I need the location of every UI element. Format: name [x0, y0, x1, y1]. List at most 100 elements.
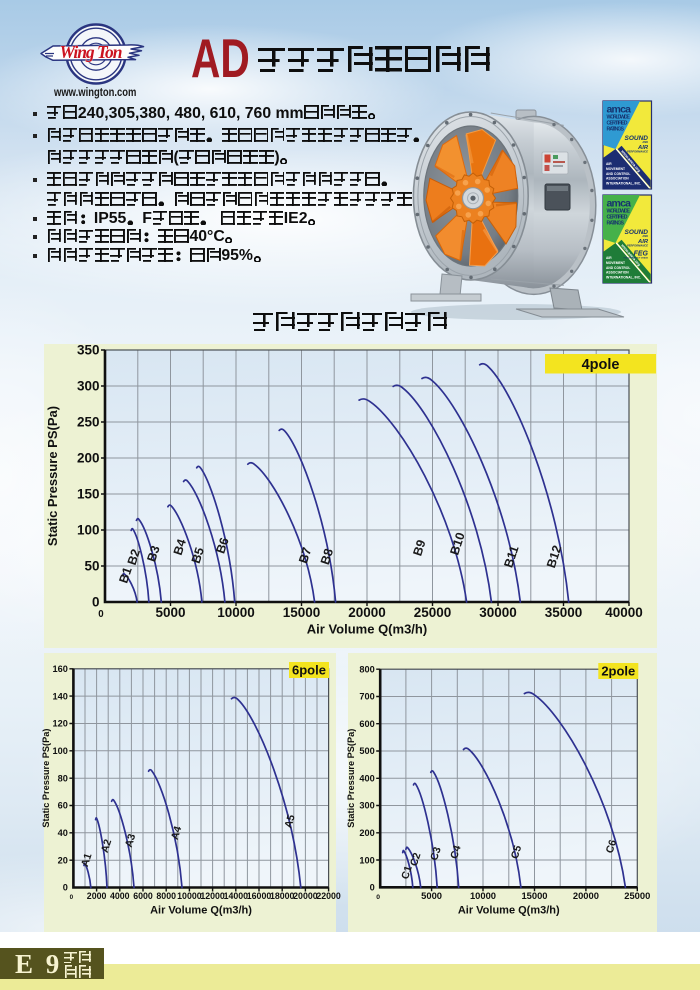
svg-text:C4: C4: [448, 844, 464, 861]
svg-text:6pole: 6pole: [292, 663, 326, 678]
svg-text:C1: C1: [399, 864, 415, 881]
svg-text:0: 0: [376, 894, 380, 901]
svg-text:FEG: FEG: [634, 251, 649, 258]
svg-text:Static Pressure PS(Pa): Static Pressure PS(Pa): [41, 729, 51, 828]
svg-text:Air Volume Q(m3/h): Air Volume Q(m3/h): [150, 905, 252, 917]
svg-text:700: 700: [359, 692, 374, 702]
svg-text:8000: 8000: [156, 891, 176, 901]
svg-text:15000: 15000: [283, 605, 321, 620]
svg-text:600: 600: [359, 719, 374, 729]
svg-text:INTERNATIONAL, INC.: INTERNATIONAL, INC.: [606, 276, 641, 280]
svg-text:INTERNATIONAL, INC.: INTERNATIONAL, INC.: [606, 182, 641, 186]
svg-text:B3: B3: [144, 544, 162, 564]
svg-text:500: 500: [359, 746, 374, 756]
svg-text:Air Volume Q(m3/h): Air Volume Q(m3/h): [458, 904, 560, 916]
svg-text:0: 0: [63, 883, 68, 893]
svg-text:ASSOCIATION: ASSOCIATION: [606, 177, 629, 181]
svg-text:0: 0: [370, 883, 375, 893]
svg-text:6000: 6000: [133, 891, 153, 901]
svg-text:12000: 12000: [200, 891, 225, 901]
svg-text:800: 800: [359, 664, 374, 674]
svg-text:100: 100: [77, 523, 100, 538]
svg-text:150: 150: [77, 487, 100, 502]
svg-text:PERFORMANCE: PERFORMANCE: [627, 243, 648, 247]
svg-text:80: 80: [58, 773, 68, 783]
svg-text:A2: A2: [99, 838, 115, 855]
svg-text:A5: A5: [282, 813, 298, 830]
svg-text:C6: C6: [604, 838, 620, 855]
svg-text:5000: 5000: [155, 605, 185, 620]
svg-text:22000: 22000: [316, 891, 341, 901]
svg-text:2000: 2000: [87, 891, 107, 901]
svg-text:AIR: AIR: [606, 162, 612, 166]
svg-text:B10: B10: [447, 531, 467, 557]
svg-text:ASSOCIATION: ASSOCIATION: [606, 271, 629, 275]
svg-text:18000: 18000: [270, 891, 295, 901]
svg-text:A1: A1: [79, 852, 95, 869]
svg-text:140: 140: [53, 691, 68, 701]
svg-text:50: 50: [84, 559, 99, 574]
svg-text:2pole: 2pole: [601, 664, 635, 679]
svg-text:amca: amca: [607, 104, 632, 116]
svg-text:20000: 20000: [573, 890, 599, 901]
svg-text:40: 40: [58, 828, 68, 838]
svg-text:B5: B5: [189, 546, 207, 566]
svg-text:RATINGS: RATINGS: [607, 221, 625, 227]
svg-text:C5: C5: [509, 844, 525, 861]
svg-text:PERFORMANCE: PERFORMANCE: [627, 149, 648, 153]
svg-text:B9: B9: [410, 538, 428, 558]
svg-text:B4: B4: [171, 537, 189, 557]
svg-text:B11: B11: [501, 544, 521, 570]
svg-text:160: 160: [53, 664, 68, 674]
svg-text:16000: 16000: [247, 891, 272, 901]
svg-text:0: 0: [92, 595, 100, 610]
svg-text:amca: amca: [607, 198, 632, 210]
svg-text:20: 20: [58, 855, 68, 865]
svg-text:60: 60: [58, 801, 68, 811]
svg-text:B12: B12: [544, 544, 564, 570]
svg-text:200: 200: [77, 451, 100, 466]
svg-text:40000: 40000: [605, 605, 643, 620]
svg-text:CERTIFIED: CERTIFIED: [607, 121, 628, 127]
svg-text:15000: 15000: [521, 890, 547, 901]
svg-text:4000: 4000: [110, 891, 130, 901]
svg-text:10000: 10000: [470, 890, 496, 901]
svg-text:100: 100: [359, 855, 374, 865]
svg-text:CERTIFIED: CERTIFIED: [607, 215, 628, 221]
svg-text:B7: B7: [296, 546, 314, 566]
svg-text:WORLDWIDE: WORLDWIDE: [607, 209, 631, 215]
svg-text:SOUND: SOUND: [625, 229, 649, 236]
svg-text:MOVEMENT: MOVEMENT: [606, 167, 625, 171]
svg-text:0: 0: [70, 894, 74, 901]
svg-text:100: 100: [53, 746, 68, 756]
svg-text:MOVEMENT: MOVEMENT: [606, 261, 625, 265]
svg-text:A3: A3: [123, 832, 139, 849]
svg-text:FOR EFFICIENCY GRADE: FOR EFFICIENCY GRADE: [624, 256, 649, 259]
svg-text:25000: 25000: [624, 890, 650, 901]
svg-text:35000: 35000: [545, 605, 583, 620]
svg-text:AND: AND: [642, 234, 648, 238]
svg-text:10000: 10000: [177, 891, 202, 901]
svg-text:0: 0: [98, 609, 103, 620]
svg-text:200: 200: [359, 828, 374, 838]
svg-text:B6: B6: [213, 536, 231, 556]
svg-text:14000: 14000: [224, 891, 249, 901]
svg-text:300: 300: [77, 379, 100, 394]
svg-text:AND CONTROL: AND CONTROL: [606, 266, 630, 270]
svg-text:20000: 20000: [293, 891, 318, 901]
svg-text:4pole: 4pole: [582, 357, 620, 373]
svg-text:A4: A4: [169, 825, 185, 842]
svg-text:SOUND: SOUND: [625, 135, 649, 142]
svg-text:30000: 30000: [479, 605, 517, 620]
svg-text:120: 120: [53, 719, 68, 729]
svg-text:25000: 25000: [414, 605, 452, 620]
svg-text:C3: C3: [428, 845, 444, 862]
svg-text:Air Volume Q(m3/h): Air Volume Q(m3/h): [307, 622, 427, 637]
svg-text:WORLDWIDE: WORLDWIDE: [607, 115, 631, 121]
svg-text:250: 250: [77, 415, 100, 430]
svg-text:350: 350: [77, 343, 100, 358]
svg-text:C2: C2: [408, 851, 424, 868]
svg-text:5000: 5000: [421, 890, 442, 901]
svg-text:300: 300: [359, 801, 374, 811]
svg-text:10000: 10000: [217, 605, 255, 620]
